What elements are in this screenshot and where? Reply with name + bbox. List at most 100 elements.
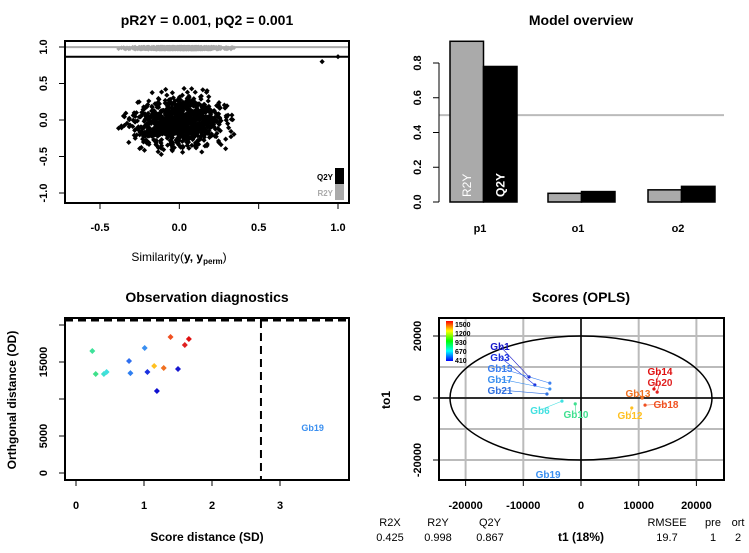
colorbar	[446, 321, 453, 361]
permutation-q2y-point	[185, 139, 192, 145]
score-label: Gb17	[487, 375, 512, 386]
stat-header-q2y: Q2Y	[479, 517, 502, 529]
stat-header-r2x: R2X	[379, 517, 401, 529]
permutation-q2y-point	[140, 132, 146, 138]
permutation-q2y-point	[202, 102, 208, 108]
x-tick-label: 3	[277, 500, 283, 512]
score-leader-line	[499, 389, 547, 395]
permutation-q2y-point	[184, 121, 191, 128]
permutation-q2y-point	[228, 128, 234, 135]
model-overview-bars: p1 o1 o2 R2Y Q2Y 0.0 0.2 0.4 0.6 0.8	[412, 40, 724, 235]
permutation-q2y-point	[218, 118, 224, 124]
x-tick-label: 1.0	[330, 222, 345, 234]
model-stats: R2X 0.425 R2Y 0.998 Q2Y 0.867 RMSEE 19.7 pre 1 ort…	[376, 517, 744, 544]
score-label: Gb19	[536, 470, 561, 481]
hotelling-ellipse	[449, 335, 713, 461]
permutation-q2y-point	[193, 128, 200, 134]
permutation-q2y-point	[186, 145, 192, 151]
stat-value-q2y: 0.867	[476, 532, 504, 544]
observation-point	[103, 368, 110, 375]
xlabel-close: )	[223, 250, 227, 264]
permutation-q2y-point	[192, 89, 198, 95]
permutation-q2y-point	[206, 94, 212, 100]
category-label: p1	[474, 223, 487, 235]
score-label: Gb20	[647, 378, 672, 389]
permutation-q2y-point	[167, 141, 173, 147]
score-leader-line	[499, 378, 550, 390]
score-label: Gb12	[617, 411, 642, 422]
x-tick-label: 0	[73, 500, 79, 512]
permutation-q2y-point	[166, 118, 172, 124]
observation-diagnostics-panel: Observation diagnostics Gb19 0 1 2 3 0 5000 150…	[5, 289, 350, 544]
permutation-q2y-point	[167, 96, 173, 102]
permutation-q2y-point	[188, 129, 194, 135]
category-label: o1	[572, 223, 585, 235]
permutation-q2y-point	[163, 86, 169, 93]
y-tick-label: 0.8	[412, 55, 424, 70]
observation-point	[160, 364, 167, 371]
permutation-q2y-point	[189, 133, 195, 139]
score-label: Gb15	[487, 364, 512, 375]
permutation-q2y-point	[195, 138, 201, 144]
permutation-q2y-point	[189, 116, 195, 122]
legend-swatch-r2y	[335, 184, 344, 200]
permutation-q2y-point	[151, 108, 157, 114]
permutation-q2y-point	[143, 104, 150, 110]
permutation-q2y-point	[139, 109, 145, 116]
outlier-label: Gb19	[301, 423, 324, 433]
observation-point	[144, 368, 151, 375]
score-leader-line	[656, 381, 661, 393]
score-point	[548, 381, 552, 385]
observation-point	[175, 366, 181, 373]
permutation-r2y-point	[185, 46, 190, 51]
score-point	[655, 390, 659, 394]
observation-point	[153, 388, 160, 395]
xlabel-sub: perm	[203, 257, 223, 266]
bar-series-label: R2Y	[460, 174, 474, 197]
legend-label-r2y: R2Y	[317, 189, 333, 198]
permutation-axes: -0.5 0.0 0.5 1.0 -1.0 -0.5 0.0 0.5 1.0	[38, 39, 346, 234]
score-point	[652, 387, 656, 391]
scores-plot-box	[438, 317, 725, 481]
diagnostics-plot: Gb19 0 1 2 3 0 5000 15000	[38, 318, 349, 512]
permutation-q2y-point	[209, 123, 216, 129]
permutation-q2y-point	[205, 123, 211, 129]
permutation-q2y-point	[208, 131, 215, 137]
score-point	[573, 402, 577, 406]
permutation-q2y-point	[169, 102, 175, 108]
permutation-q2y-point	[205, 98, 211, 104]
permutation-q2y-point	[157, 131, 163, 138]
permutation-q2y-point	[195, 124, 201, 130]
colorbar-label: 410	[455, 358, 467, 365]
colorbar-label: 1500	[455, 322, 471, 329]
category-label: o2	[672, 223, 685, 235]
observation-point	[167, 334, 174, 341]
stat-header-r2y: R2Y	[427, 517, 449, 529]
stat-value-ort: 2	[735, 532, 741, 544]
permutation-q2y-point	[176, 137, 182, 143]
stat-header-rmsee: RMSEE	[647, 517, 686, 529]
xlabel-main: Similarity(	[131, 250, 184, 264]
permutation-q2y-point	[189, 86, 195, 92]
permutation-q2y-point	[179, 144, 186, 151]
permutation-q2y-point	[145, 131, 151, 137]
permutation-q2y-point	[155, 149, 161, 155]
score-label: Gb10	[563, 410, 588, 421]
scores-title: Scores (OPLS)	[532, 289, 630, 305]
permutation-q2y-point	[151, 125, 157, 131]
permutation-q2y-point	[204, 118, 210, 124]
permutation-q2y-point	[183, 119, 190, 125]
colorbar-label: 670	[455, 349, 467, 356]
score-label: Gb13	[625, 389, 650, 400]
x-tick-label: -10000	[506, 500, 540, 512]
permutation-q2y-point	[217, 115, 223, 122]
score-leader-line	[645, 403, 667, 406]
permutation-panel: pR2Y = 0.001, pQ2 = 0.001 -0.5 0.0 0.5 1.0-…	[38, 12, 350, 266]
colorbar-label: 1200	[455, 331, 471, 338]
permutation-q2y-point	[147, 115, 153, 121]
observation-point	[127, 370, 134, 377]
stat-value-pre: 1	[710, 532, 716, 544]
permutation-r2y-point	[135, 46, 141, 52]
score-label: Gb18	[653, 400, 678, 411]
